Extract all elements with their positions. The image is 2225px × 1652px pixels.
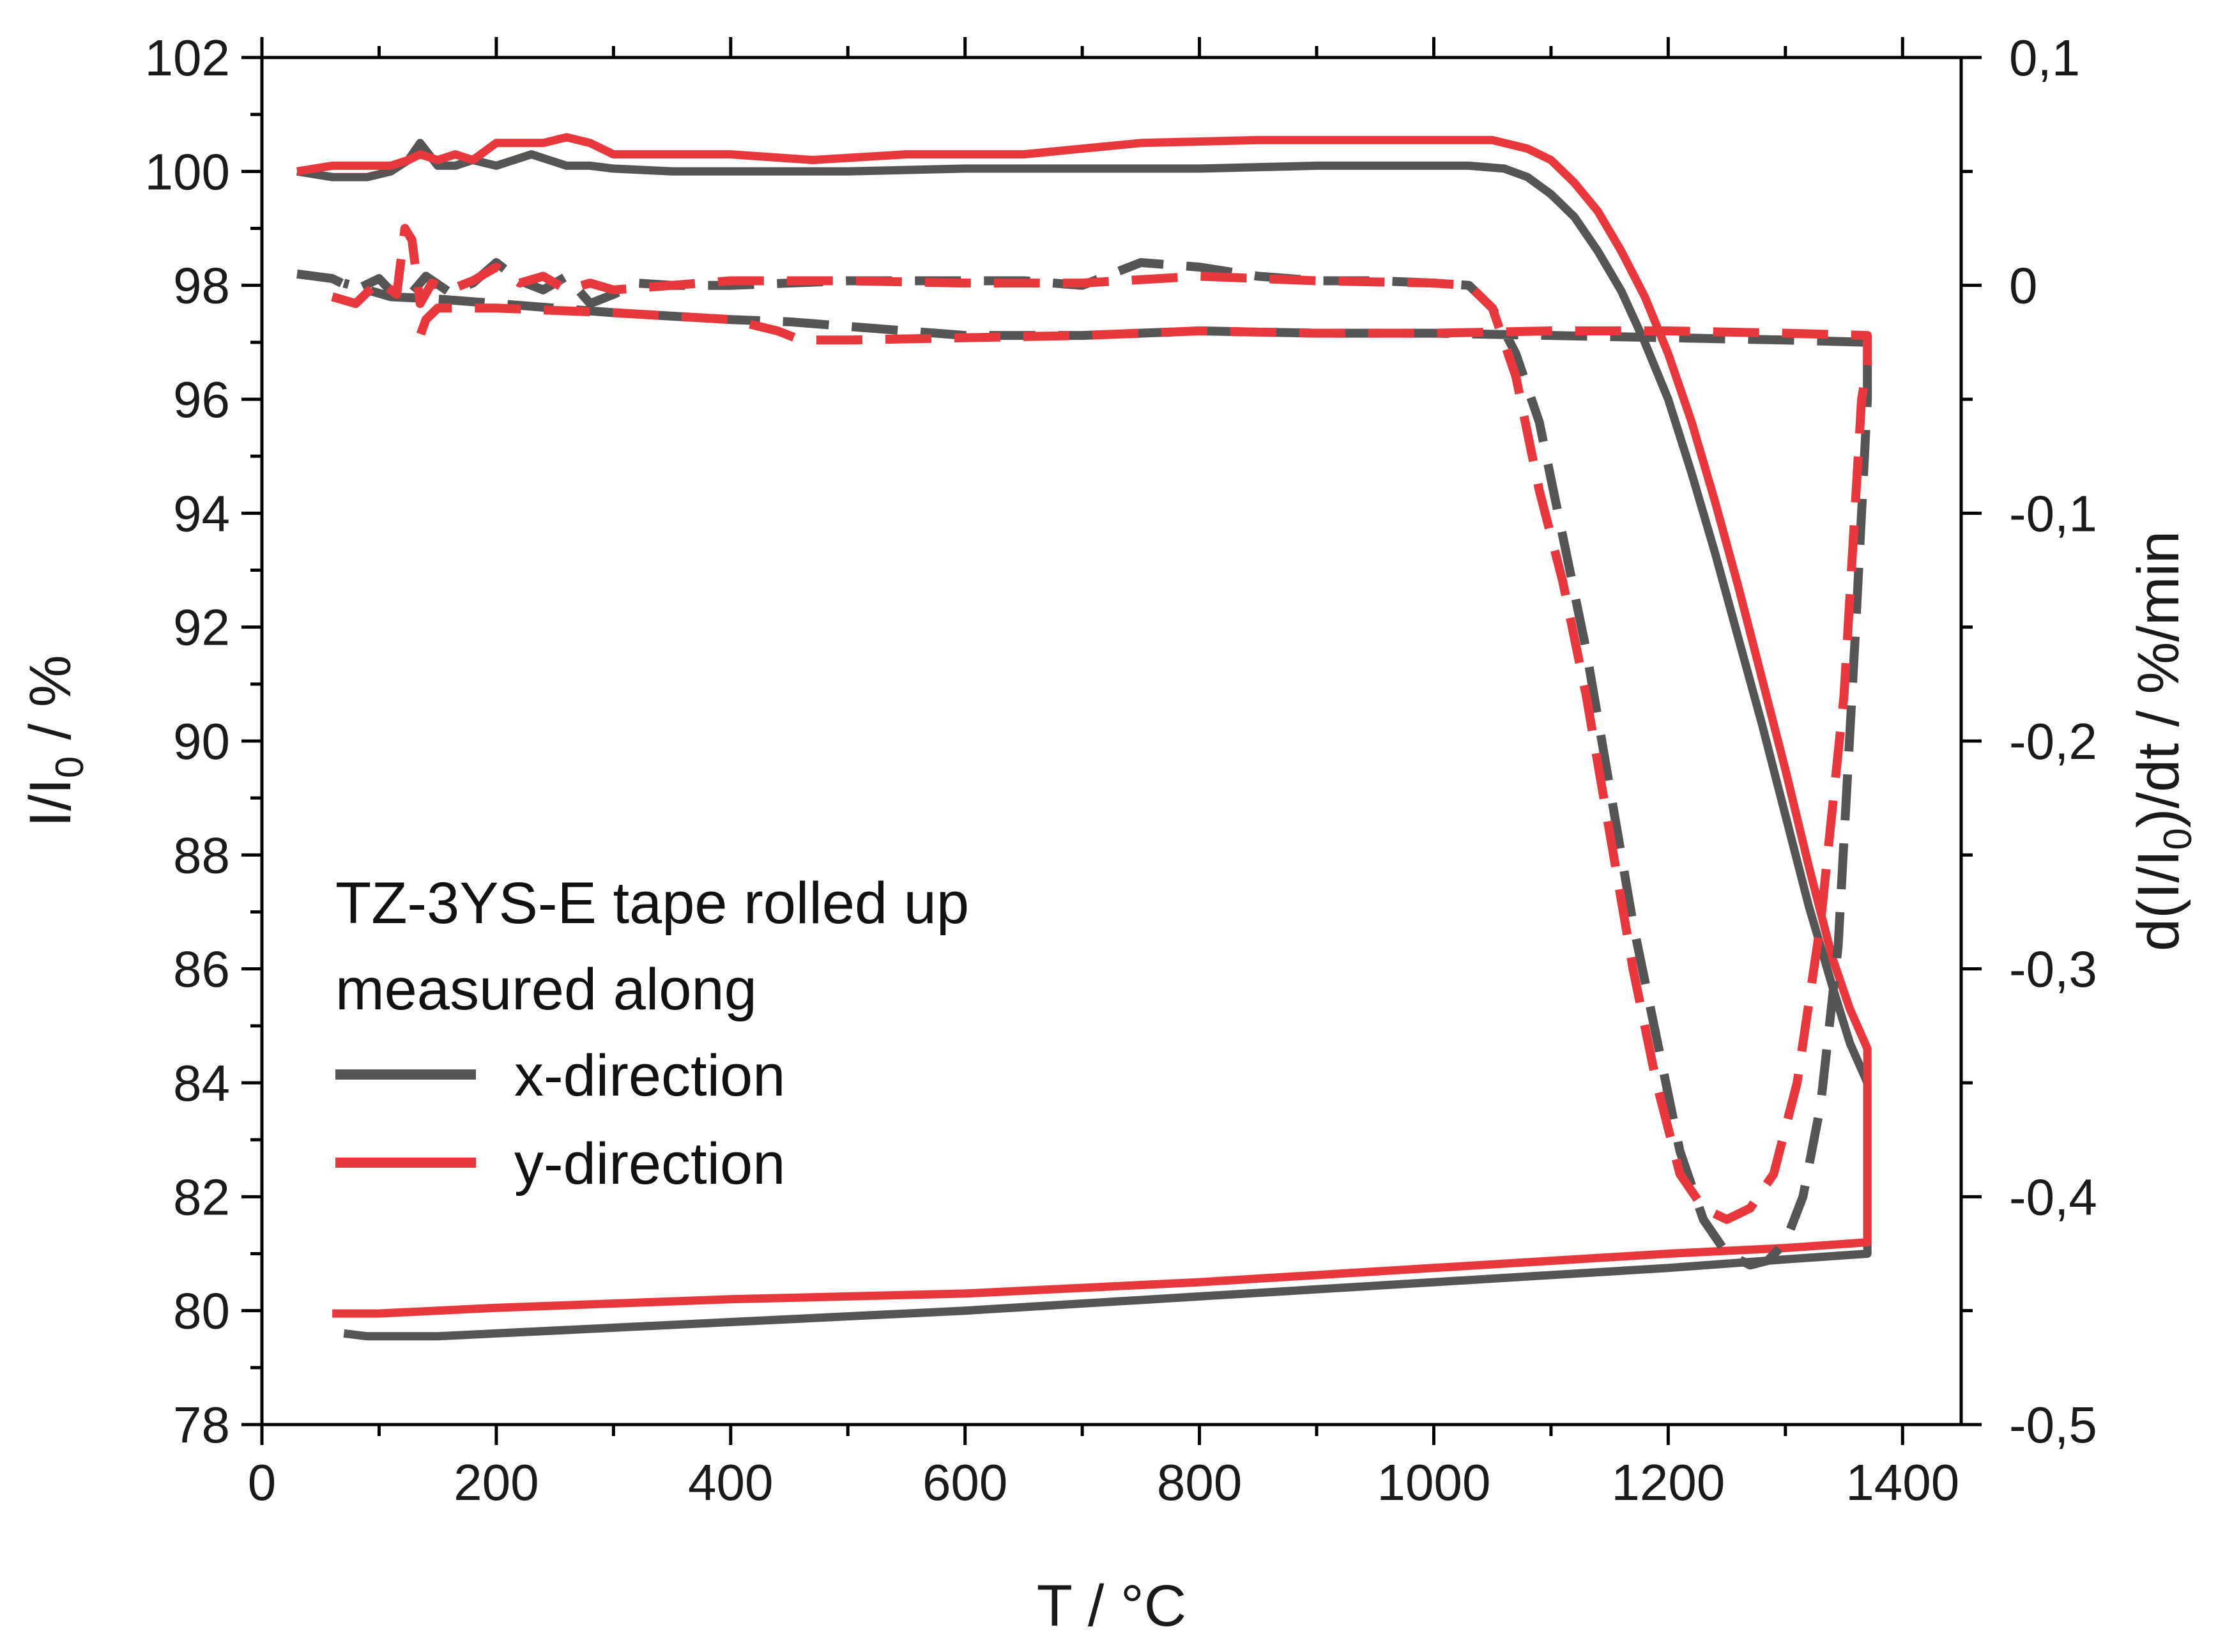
y-axis-title-main: I/I xyxy=(18,778,83,827)
y2-tick-label: 0,1 xyxy=(2009,29,2080,86)
series-layer xyxy=(296,133,1872,1341)
y2-axis-title-main: d(I/I xyxy=(2126,850,2191,951)
y2-tick-label: -0,4 xyxy=(2009,1168,2097,1225)
legend-label-x-direction: x-direction xyxy=(514,1043,785,1108)
y-tick-label: 82 xyxy=(173,1168,230,1225)
y-axis-right: -0,5 -0,4 -0,3 -0,2 -0,1 0 0,1 xyxy=(1961,29,2097,1453)
y-tick-label: 100 xyxy=(145,143,230,200)
legend-title-line-2: measured along xyxy=(335,957,757,1022)
y-axis-left: 78 80 82 84 86 88 90 92 94 96 98 100 102 xyxy=(145,29,262,1453)
x-tick-label: 1200 xyxy=(1611,1454,1725,1511)
x-tick-label: 600 xyxy=(922,1454,1007,1511)
x-axis-title: T / °C xyxy=(1037,1573,1186,1639)
y-axis-title-tail: / % xyxy=(18,655,83,756)
legend-title-line-1: TZ-3YS-E tape rolled up xyxy=(335,871,969,936)
y-tick-label: 86 xyxy=(173,941,230,998)
y2-tick-label: -0,5 xyxy=(2009,1396,2097,1453)
x-tick-label: 1400 xyxy=(1846,1454,1959,1511)
y-tick-label: 78 xyxy=(173,1396,230,1453)
legend: TZ-3YS-E tape rolled up measured along x… xyxy=(335,871,969,1197)
y-tick-label: 88 xyxy=(173,827,230,883)
y-axis-title-sub: 0 xyxy=(48,756,92,778)
y-tick-label: 98 xyxy=(173,257,230,314)
y2-tick-label: -0,1 xyxy=(2009,485,2097,542)
y-tick-label: 90 xyxy=(173,713,230,770)
y-axis-title: I/I0 / % xyxy=(18,655,92,827)
series-y-direction-derivative xyxy=(331,224,1872,1224)
x-tick-label: 1000 xyxy=(1377,1454,1490,1511)
x-axis: 0 200 400 600 800 1000 1200 1400 xyxy=(248,37,1959,1511)
x-tick-label: 200 xyxy=(454,1454,539,1511)
y-tick-label: 80 xyxy=(173,1283,230,1340)
y2-axis-title-tail: )/dt / %/min xyxy=(2126,531,2191,828)
y-tick-label: 94 xyxy=(173,485,230,542)
y-tick-label: 96 xyxy=(173,371,230,428)
y-tick-label: 84 xyxy=(173,1055,230,1112)
y2-axis-title-sub: 0 xyxy=(2156,828,2200,850)
y2-tick-label: -0,2 xyxy=(2009,713,2097,770)
y-tick-label: 92 xyxy=(173,599,230,656)
x-tick-label: 0 xyxy=(248,1454,277,1511)
legend-label-y-direction: y-direction xyxy=(514,1131,785,1197)
x-tick-label: 800 xyxy=(1157,1454,1242,1511)
y2-tick-label: -0,3 xyxy=(2009,941,2097,998)
y-tick-label: 102 xyxy=(145,29,230,86)
series-x-direction xyxy=(296,139,1872,1341)
y2-axis-title: d(I/I0)/dt / %/min xyxy=(2126,531,2200,951)
x-tick-label: 400 xyxy=(688,1454,773,1511)
y2-tick-label: 0 xyxy=(2009,257,2038,314)
series-y-direction xyxy=(296,133,1872,1318)
